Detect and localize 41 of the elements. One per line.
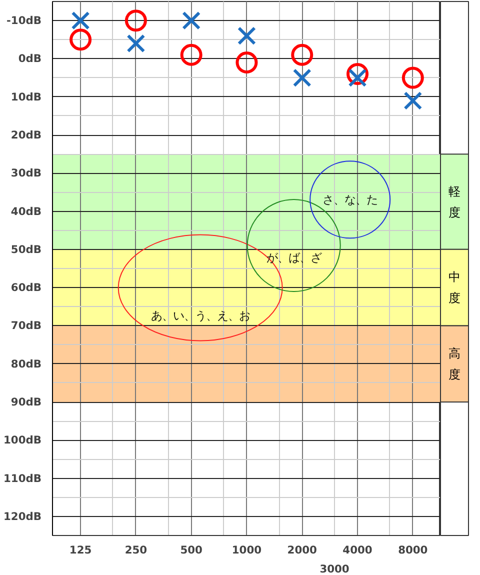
point <box>236 52 258 74</box>
point <box>70 28 92 51</box>
point <box>291 44 314 66</box>
y-tick-label: 60dB <box>10 281 42 294</box>
y-tick-label: 40dB <box>10 204 42 218</box>
x-tick-label: 125 <box>69 544 92 556</box>
y-tick-label: 50dB <box>10 242 42 256</box>
point <box>404 91 422 110</box>
band-label: 高度 <box>448 346 460 382</box>
annotation: が、ば、ざ <box>266 250 322 265</box>
band-label: 軽度 <box>448 184 460 220</box>
x-tick-label: 8000 <box>398 544 428 556</box>
y-tick-label: 20dB <box>10 128 42 142</box>
y-tick-label: 90dB <box>10 396 42 408</box>
point <box>182 11 201 30</box>
point <box>124 10 147 32</box>
x-tick-label: 1000 <box>232 544 262 556</box>
y-tick-label: 100dB <box>4 434 42 447</box>
y-tick-label: 0dB <box>18 52 42 66</box>
x-tick-label: 500 <box>180 544 202 556</box>
point <box>348 68 367 88</box>
point <box>126 34 146 53</box>
y-tick-label: 10dB <box>10 90 42 104</box>
annotation: さ、な、た <box>322 192 378 207</box>
point <box>402 66 424 89</box>
point <box>346 62 369 85</box>
y-tick-label: 30dB <box>10 166 42 180</box>
point <box>292 68 312 88</box>
y-tick-label: 70dB <box>10 319 42 332</box>
x-tick-label: 250 <box>124 544 148 556</box>
y-tick-label: 80dB <box>10 357 42 370</box>
text: 3000 <box>320 562 350 575</box>
x-tick-label: 2000 <box>287 544 317 556</box>
y-tick-label: 120dB <box>4 510 42 523</box>
y-tick-label: 110dB <box>4 472 42 485</box>
band-label: 中度 <box>448 270 460 306</box>
point <box>237 26 256 46</box>
y-tick-label: -10dB <box>6 14 42 28</box>
point <box>180 44 202 66</box>
x-tick-label: 4000 <box>342 544 372 556</box>
point <box>71 11 90 30</box>
